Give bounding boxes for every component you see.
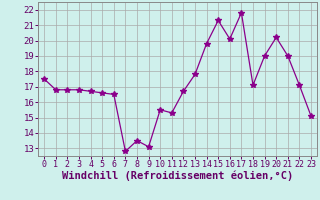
X-axis label: Windchill (Refroidissement éolien,°C): Windchill (Refroidissement éolien,°C): [62, 171, 293, 181]
